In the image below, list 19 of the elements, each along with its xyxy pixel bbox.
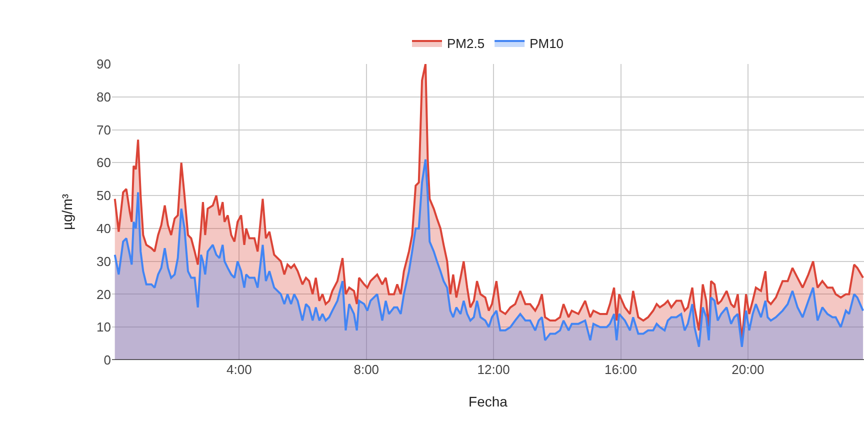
- x-tick-label: 16:00: [604, 362, 638, 377]
- x-tick-label: 4:00: [226, 362, 252, 377]
- y-tick-label: 80: [96, 89, 111, 104]
- x-tick-label: 8:00: [354, 362, 380, 377]
- x-tick-label: 20:00: [732, 362, 764, 377]
- y-tick-label: 60: [96, 155, 111, 170]
- y-tick-label: 70: [96, 122, 111, 138]
- x-axis-title: Fecha: [468, 393, 508, 410]
- y-tick-label: 50: [96, 188, 111, 204]
- x-tick-label: 12:00: [477, 362, 510, 377]
- y-tick-label: 40: [96, 220, 111, 236]
- y-tick-label: 0: [104, 352, 111, 368]
- y-tick-label: 30: [96, 254, 111, 269]
- y-axis-title: µg/m³: [59, 194, 76, 230]
- y-tick-label: 10: [96, 320, 111, 335]
- y-tick-label: 90: [96, 56, 111, 72]
- legend-label: PM10: [530, 36, 564, 52]
- legend-label: PM2.5: [447, 36, 485, 52]
- y-tick-label: 20: [96, 286, 111, 302]
